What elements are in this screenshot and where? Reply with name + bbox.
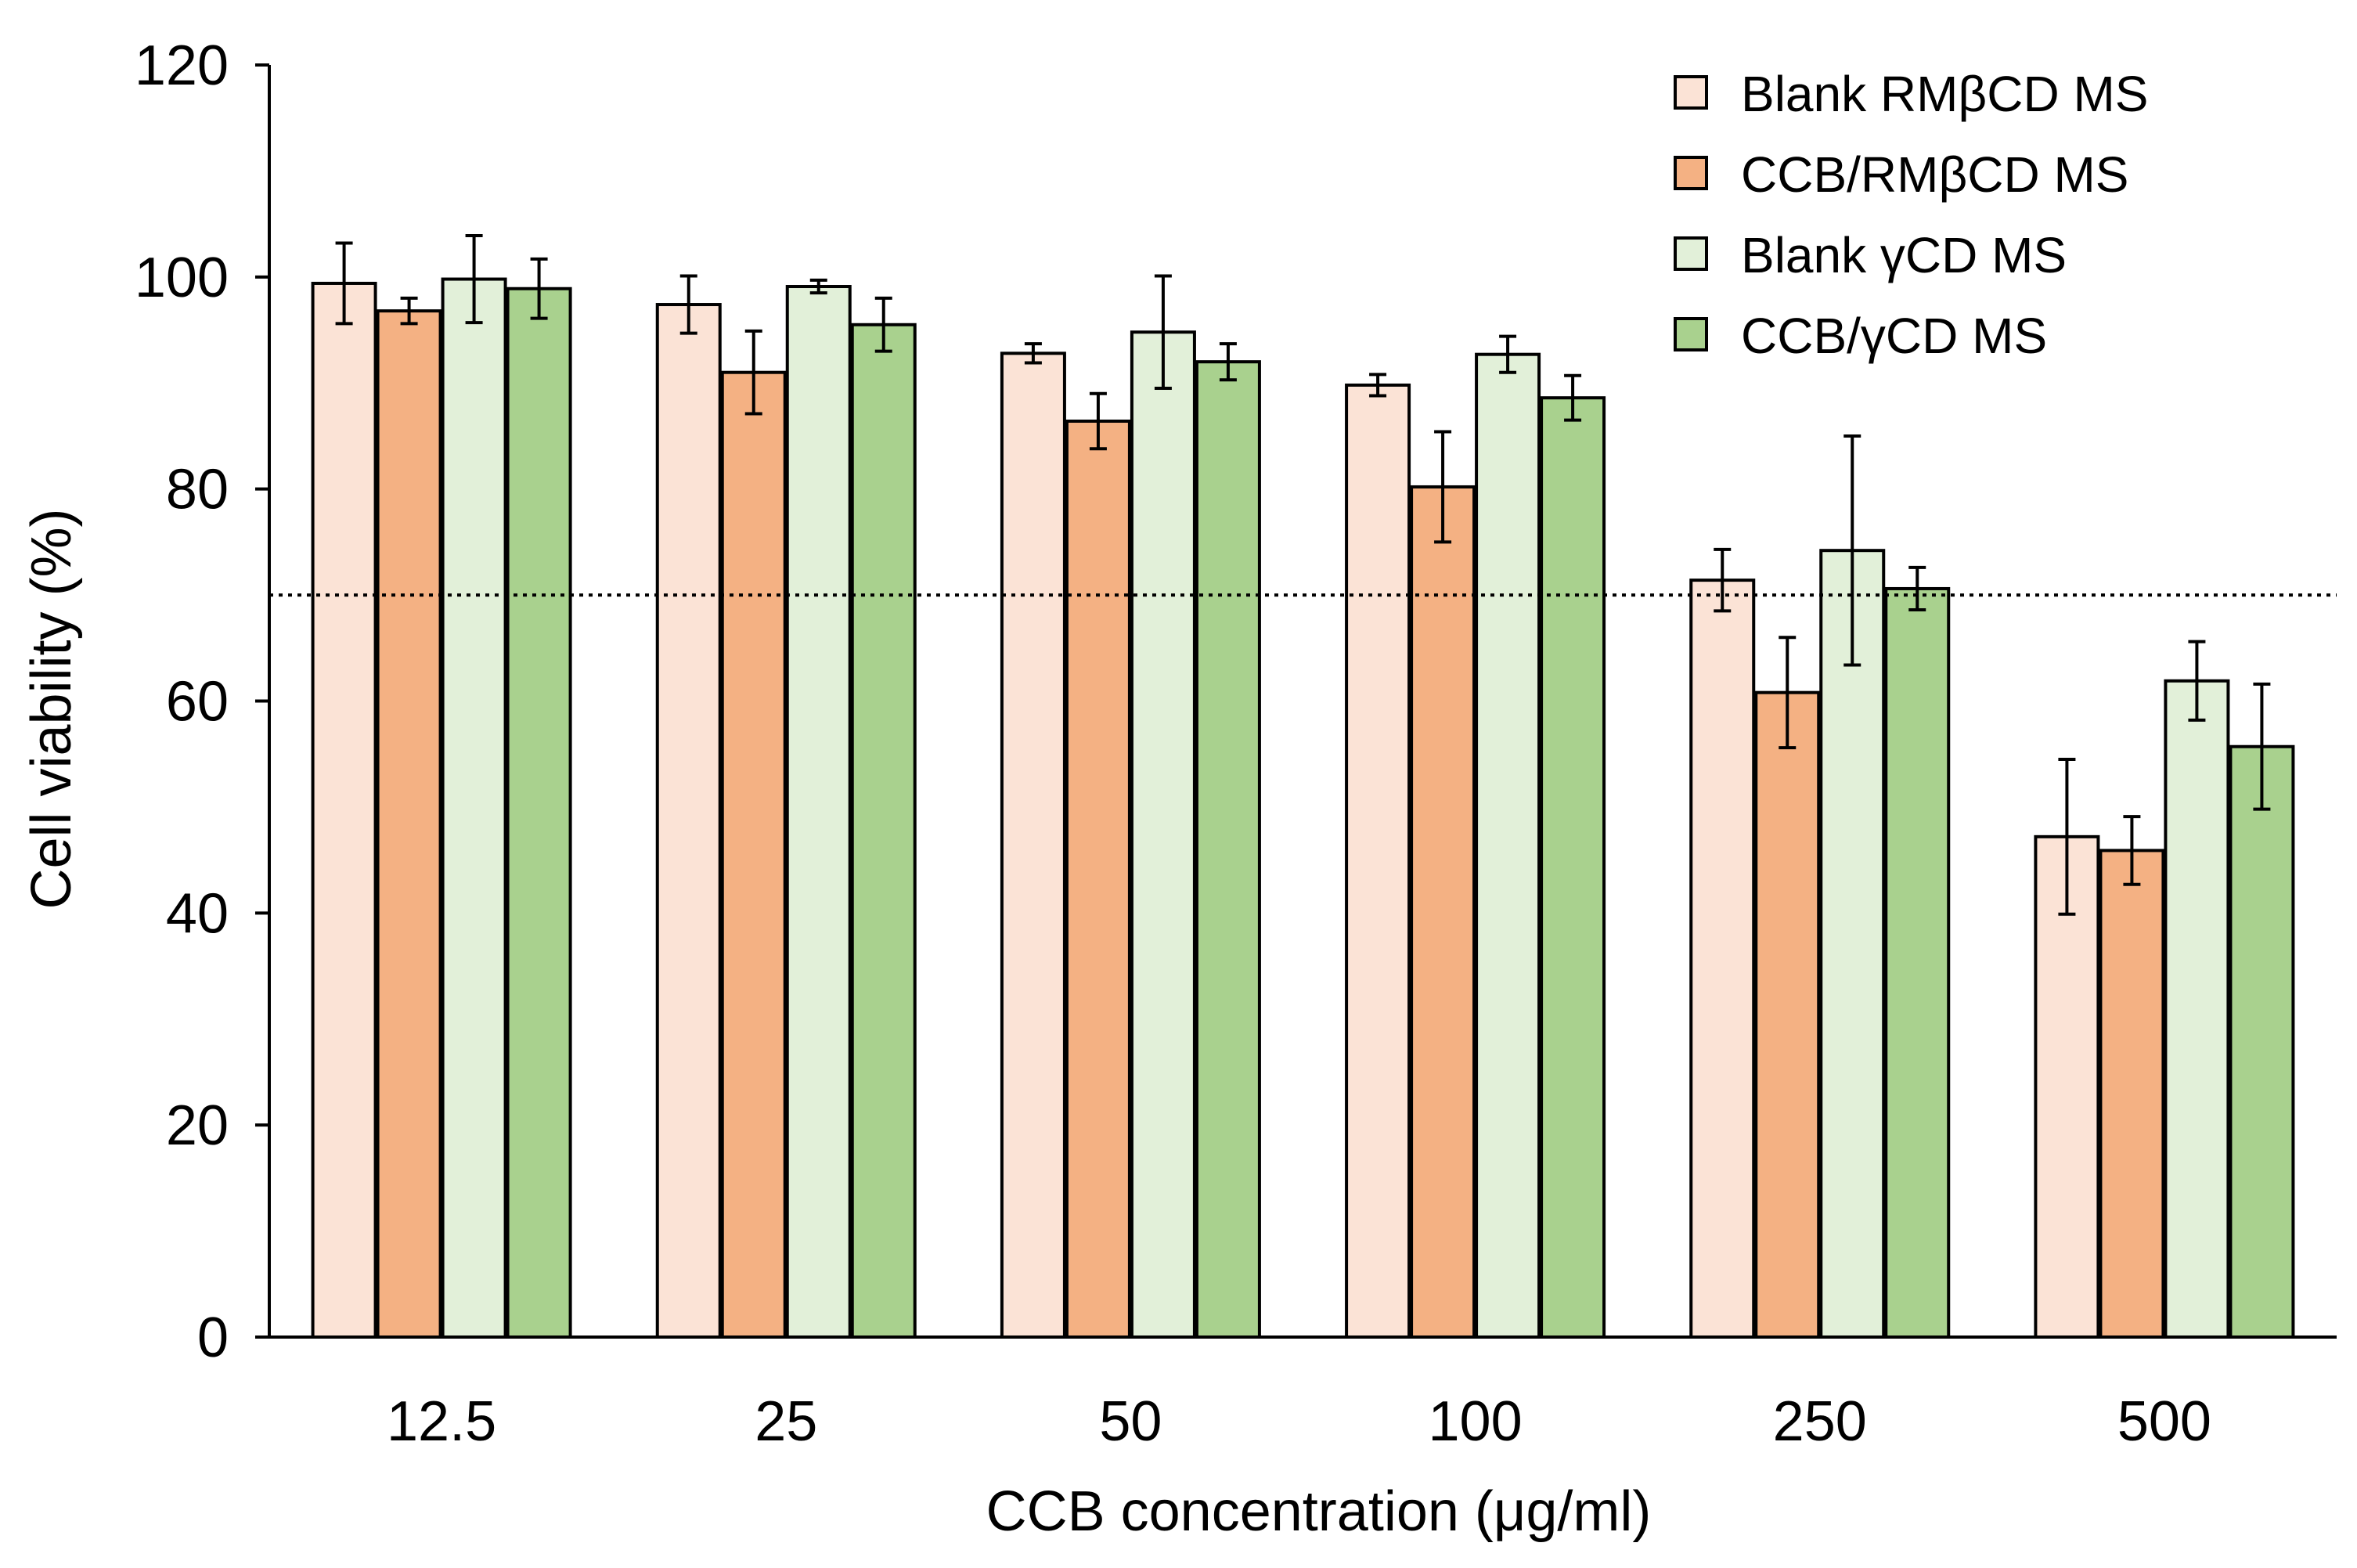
x-tick-label-100: 100 — [1429, 1390, 1523, 1453]
bar-100-series-3 — [1475, 352, 1541, 1339]
y-tick-label-60: 60 — [166, 671, 229, 734]
bar-250-series-3 — [1819, 549, 1886, 1339]
y-tick-label-100: 100 — [135, 247, 229, 309]
y-tick-label-120: 120 — [135, 34, 229, 97]
bar-250-series-1 — [1689, 579, 1756, 1339]
bar-12.5-series-2 — [376, 309, 442, 1339]
x-axis-title: CCB concentration (μg/ml) — [986, 1480, 1652, 1543]
legend-label-series-3: Blank γCD MS — [1741, 227, 2067, 283]
legend-swatch-series-3 — [1674, 236, 1708, 271]
x-tick-label-50: 50 — [1099, 1390, 1162, 1453]
x-tick-label-250: 250 — [1773, 1390, 1867, 1453]
bar-100-series-2 — [1410, 485, 1476, 1339]
bar-25-series-4 — [850, 323, 917, 1339]
bar-25-series-1 — [655, 303, 722, 1339]
bar-500-series-2 — [2099, 849, 2165, 1339]
bar-250-series-2 — [1754, 690, 1821, 1339]
bar-12.5-series-4 — [506, 287, 572, 1339]
x-tick-label-12.5: 12.5 — [387, 1390, 496, 1453]
bar-12.5-series-1 — [311, 281, 377, 1339]
y-tick-label-20: 20 — [166, 1094, 229, 1157]
y-tick-label-80: 80 — [166, 459, 229, 521]
legend-label-series-4: CCB/γCD MS — [1741, 308, 2047, 364]
legend-swatch-series-1 — [1674, 75, 1708, 110]
bar-25-series-3 — [785, 285, 852, 1339]
legend-label-series-2: CCB/RMβCD MS — [1741, 146, 2128, 203]
legend: Blank RMβCD MS CCB/RMβCD MS Blank γCD MS CC… — [1674, 66, 2148, 364]
bar-50-series-4 — [1195, 360, 1261, 1339]
y-tick-label-0: 0 — [197, 1307, 229, 1369]
y-axis-title: Cell viability (%) — [20, 508, 83, 909]
bar-50-series-3 — [1130, 330, 1196, 1339]
bar-100-series-4 — [1540, 396, 1606, 1339]
bar-25-series-2 — [720, 370, 787, 1339]
bar-250-series-4 — [1884, 586, 1951, 1339]
axes-layer — [255, 63, 2337, 1339]
bar-500-series-1 — [2034, 834, 2100, 1339]
bar-100-series-1 — [1345, 383, 1411, 1339]
bar-50-series-2 — [1065, 420, 1131, 1339]
error-bars-layer — [335, 234, 2271, 916]
legend-swatch-series-4 — [1674, 317, 1708, 351]
bar-12.5-series-3 — [441, 277, 507, 1339]
bars-layer — [311, 277, 2295, 1339]
legend-swatch-series-2 — [1674, 156, 1708, 190]
x-tick-label-25: 25 — [755, 1390, 817, 1453]
legend-label-series-1: Blank RMβCD MS — [1741, 66, 2148, 122]
labels-layer: 12.5 25 50 100 250 500 0 20 40 60 80 100 120 CCB conc… — [20, 34, 2211, 1543]
x-tick-label-500: 500 — [2117, 1390, 2211, 1453]
bar-500-series-4 — [2229, 744, 2295, 1339]
bar-50-series-1 — [1000, 351, 1066, 1339]
bar-500-series-3 — [2164, 679, 2230, 1339]
y-tick-label-40: 40 — [166, 882, 229, 945]
